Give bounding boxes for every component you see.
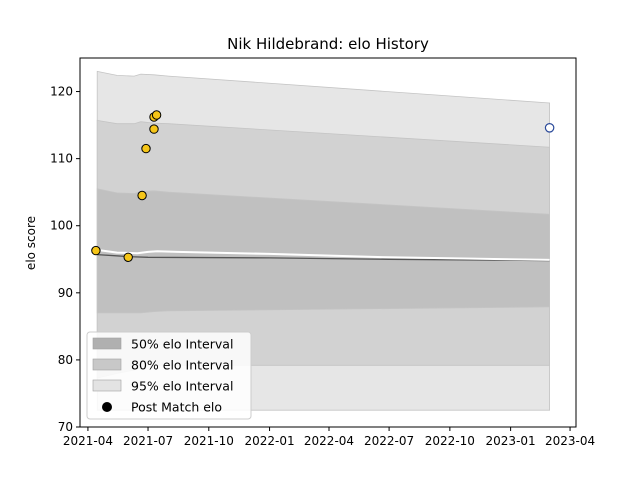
x-tick-label: 2021-04 <box>63 434 113 448</box>
legend-swatch <box>92 358 122 371</box>
legend-marker <box>102 402 112 412</box>
projection-point <box>544 123 555 133</box>
legend-label: Post Match elo <box>131 400 222 415</box>
legend-label: 50% elo Interval <box>131 337 233 352</box>
plot-frame <box>79 57 577 428</box>
y-axis: 70 80 90 100 110 120 <box>50 85 80 434</box>
x-tick-label: 2023-04 <box>545 434 595 448</box>
post-match-point <box>123 252 133 262</box>
post-match-point <box>151 110 162 120</box>
mean-line <box>97 248 550 261</box>
y-axis-label: elo score <box>24 216 38 270</box>
legend-box <box>86 331 252 420</box>
post-match-point <box>149 124 159 134</box>
x-tick-label: 2021-07 <box>123 434 173 448</box>
elo-lines <box>97 248 550 262</box>
legend-swatch <box>92 379 122 392</box>
x-tick-label: 2021-10 <box>184 434 234 448</box>
x-tick-label: 2023-01 <box>486 434 536 448</box>
legend-label: 95% elo Interval <box>131 379 233 394</box>
x-tick-label: 2022-01 <box>244 434 294 448</box>
y-tick-label: 80 <box>58 353 73 367</box>
y-tick-label: 100 <box>50 219 73 233</box>
x-tick-label: 2022-10 <box>425 434 475 448</box>
y-tick-label: 120 <box>50 85 73 99</box>
y-tick-label: 70 <box>58 420 73 434</box>
x-tick-label: 2022-07 <box>364 434 414 448</box>
post-match-point <box>141 143 151 154</box>
y-tick-label: 90 <box>58 286 73 300</box>
post-match-point <box>137 190 147 201</box>
post-match-point <box>91 245 101 256</box>
x-tick-label: 2022-04 <box>304 434 354 448</box>
x-axis: 2021-04 2021-07 2021-10 2022-01 2022-04 2022-… <box>63 427 595 448</box>
interval-bands <box>96 70 550 411</box>
chart-title: Nik Hildebrand: elo History <box>227 35 429 53</box>
post-match-points <box>91 110 555 262</box>
estimate-line <box>97 253 550 262</box>
y-tick-label: 110 <box>50 152 73 166</box>
legend: 50% elo Interval 80% elo Interval 95% elo … <box>86 331 252 420</box>
legend-label: 80% elo Interval <box>131 358 233 373</box>
interval-band-50 <box>96 188 550 314</box>
legend-swatch <box>92 337 122 350</box>
